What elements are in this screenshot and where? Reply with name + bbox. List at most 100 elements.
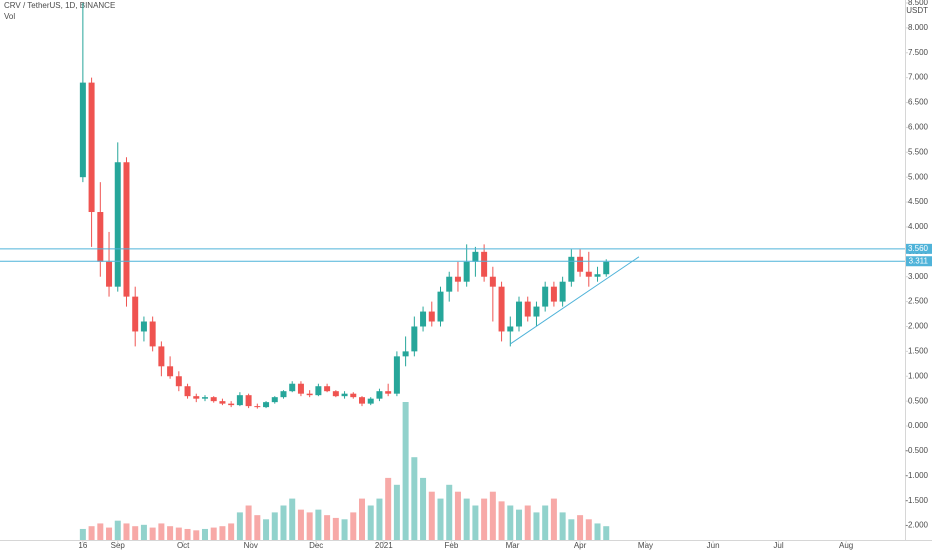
candle-body [428,311,435,322]
volume-bar [140,524,147,540]
volume-bar [516,509,523,540]
price-label-box [906,256,932,267]
volume-bar [149,527,156,540]
candle-body [245,395,252,407]
volume-bar [428,491,435,540]
x-tick-label: Dec [309,541,323,550]
volume-bar [533,512,540,540]
volume-bar [524,505,531,540]
candle-body [533,306,540,317]
price-label-box [906,243,932,254]
volume-bar [210,527,217,540]
x-tick-label: Feb [445,541,459,550]
candle-body [263,402,270,408]
x-tick-label: Oct [177,541,190,550]
volume-bar [271,512,278,540]
candle-body [97,212,104,262]
volume-bar [167,526,174,540]
volume-bar [446,484,453,540]
volume-bar [594,523,601,540]
x-tick-label: Jul [773,541,783,550]
volume-bar [315,509,322,540]
candle-body [175,376,182,387]
candle-body [446,276,453,292]
candle-body [498,286,505,332]
candle-body [507,326,514,332]
x-tick-label: Mar [506,541,520,550]
candle-body [454,276,461,282]
candle-body [481,251,488,277]
candle-body [324,386,331,392]
volume-bar [481,498,488,540]
trend-line [510,256,640,345]
candle-body [359,397,365,404]
candle-body [193,396,200,399]
y-tick-label: 8.500 [908,0,929,7]
y-tick-label: 6.000 [908,123,929,132]
volume-bar [236,512,243,540]
chart-title: CRV / TetherUS, 1D, BINANCE [4,1,115,10]
candle-body [367,398,374,404]
volume-bar [350,512,357,540]
candle-body [140,321,147,332]
y-tick-label: 5.500 [908,147,929,156]
volume-bar [106,527,113,540]
volume-bar [402,402,409,540]
candle-body [385,391,392,394]
volume-bar [367,505,374,540]
candle-body [393,356,400,394]
candle-body [123,162,130,297]
price-label: 3.311 [909,256,929,265]
candle-body [402,351,409,357]
candle-body [315,386,322,396]
candle-body [306,393,313,396]
volume-bar [332,517,339,540]
candle-body [158,346,165,367]
y-tick-label: 2.000 [908,322,929,331]
volume-bar [201,528,208,540]
y-tick-label: 8.000 [908,23,929,32]
candle-body [516,301,523,327]
volume-bar [97,523,104,540]
price-label: 3.560 [908,244,929,253]
volume-bar [550,498,557,540]
candle-body [280,391,287,398]
volume-bar [568,519,575,540]
x-tick-label: Sep [111,541,126,550]
candle-body [594,274,601,277]
volume-bar [280,505,287,540]
candle-body [463,261,470,282]
currency-label: USDT [906,6,928,15]
candle-body [603,261,610,275]
volume-bar [454,491,461,540]
candle-body [472,251,479,262]
y-tick-label: 2.500 [908,297,929,306]
candle-body [210,397,217,402]
volume-bar [254,515,261,540]
y-tick-label: 6.500 [908,98,929,107]
volume-bar [577,515,584,540]
candle-body [542,286,549,307]
candle-body [550,286,557,302]
candle-body [420,311,427,327]
candle-body [568,256,575,282]
y-tick-label: 3.000 [908,272,929,281]
volume-bar [507,505,514,540]
y-tick-label: 0.500 [908,396,929,405]
candle-body [376,391,383,399]
volume-bar [385,477,392,540]
y-tick-label: 4.000 [908,222,929,231]
candle-body [524,301,531,317]
y-tick-label: 4.500 [908,197,929,206]
volume-bar [411,457,418,540]
volume-bar [393,484,400,540]
candle-body [271,397,278,403]
candle-body [201,397,208,399]
candle-body [341,393,348,397]
volume-bar [559,512,566,540]
y-tick-label: 1.500 [908,346,929,355]
candle-body [79,82,86,178]
candle-body [114,162,121,287]
volume-bar [420,477,427,540]
